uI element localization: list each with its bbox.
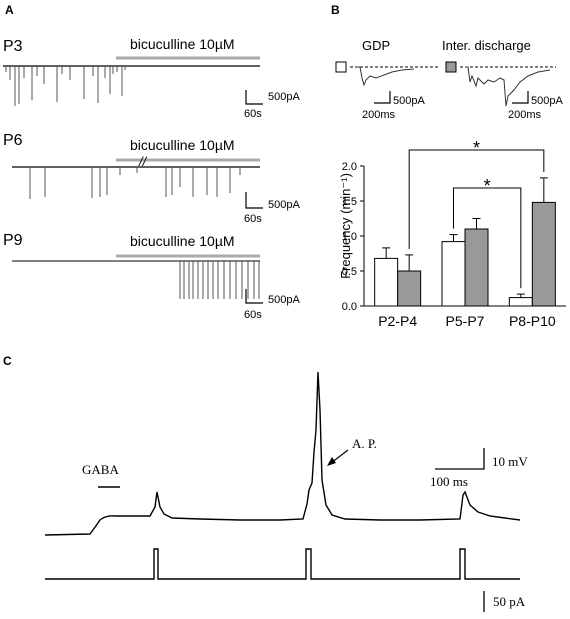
panel-c-letter: C (3, 354, 12, 368)
trace-p9-label: P9 (3, 232, 23, 249)
action-potential-arrow-head (327, 457, 336, 466)
inset-gdp-scale-y: 500pA (393, 95, 425, 107)
trace-p9: P9 bicuculline 10µM 500pA 60s (3, 232, 300, 321)
inset-inter-trace (465, 66, 551, 107)
inset-gdp-trace (356, 66, 415, 87)
legend-swatch-inter (445, 61, 457, 73)
trace-p3-drug: bicuculline 10µM (130, 36, 235, 52)
spikes-p3 (5, 66, 126, 106)
significance-bracket (453, 187, 522, 289)
bar-gdp-2 (508, 297, 533, 307)
scale-mv-label: 10 mV (492, 454, 528, 469)
trace-p6: P6 bicuculline 10µM // 500pA 60s (3, 132, 300, 225)
inset-gdp: GDP 500pA 200ms (335, 38, 440, 121)
spikes-p6 (29, 167, 241, 199)
membrane-voltage-trace (44, 371, 521, 536)
trace-p6-scale-y: 500pA (268, 199, 300, 211)
trace-p6-label: P6 (3, 132, 23, 149)
scale-pa-label: 50 pA (493, 594, 526, 609)
scalebar-p3 (245, 90, 263, 105)
trace-p3-label: P3 (3, 38, 23, 55)
inset-gdp-scale-x: 200ms (362, 109, 396, 121)
trace-p6-scale-x: 60s (244, 213, 262, 225)
scalebar-p9 (245, 289, 263, 304)
trace-p3: P3 bicuculline 10µM 500pA 60s (3, 36, 300, 120)
scale-ms-label: 100 ms (430, 474, 468, 489)
y-tick-label: 1.5 (342, 196, 357, 208)
panel-b-letter: B (331, 3, 340, 17)
frequency-bar-chart: Frequency (min⁻¹) 0.0 0.5 1.0 1.5 2.0 P2-P4 P… (338, 138, 566, 329)
trace-p6-drug: bicuculline 10µM (130, 137, 235, 153)
scalebar-p6 (245, 192, 263, 209)
significance-star: * (484, 176, 491, 196)
category-label: P8-P10 (509, 313, 556, 329)
chart-y-axis-label: Frequency (min⁻¹) (338, 173, 353, 279)
inset-inter: Inter. discharge 500pA 200ms (442, 38, 563, 121)
y-tick-label: 2.0 (342, 161, 357, 173)
inset-inter-label: Inter. discharge (442, 38, 531, 53)
inset-gdp-label: GDP (362, 38, 390, 53)
bar-gdp-0 (374, 257, 399, 307)
spikes-p9 (179, 261, 260, 299)
bar-inter-2 (531, 201, 556, 307)
inset-gdp-scalebar (374, 91, 391, 104)
trace-p3-scale-y: 500pA (268, 91, 300, 103)
y-tick-label: 1.0 (342, 231, 357, 243)
current-trace-group: 50 pA (45, 548, 526, 612)
inset-inter-scalebar (512, 91, 529, 104)
category-label: P2-P4 (378, 313, 417, 329)
y-tick-label: 0.5 (342, 266, 357, 278)
gaba-label: GABA (82, 462, 119, 477)
voltage-trace-group: GABA A. P. 10 mV 100 ms (44, 371, 528, 536)
bar-inter-1 (464, 228, 489, 307)
injected-current-trace (45, 548, 520, 580)
bar-inter-0 (397, 270, 422, 307)
inset-inter-scale-y: 500pA (531, 95, 563, 107)
trace-p9-scale-y: 500pA (268, 294, 300, 306)
trace-p9-scale-x: 60s (244, 309, 262, 321)
category-label: P5-P7 (446, 313, 485, 329)
panel-a-letter: A (5, 3, 14, 17)
voltage-time-scalebar (435, 448, 485, 470)
trace-p9-drug: bicuculline 10µM (130, 233, 235, 249)
trace-p3-scale-x: 60s (244, 108, 262, 120)
significance-star: * (473, 138, 480, 158)
significance-bracket (408, 149, 545, 249)
inset-inter-scale-x: 200ms (508, 109, 542, 121)
y-tick-label: 0.0 (342, 301, 357, 313)
break-mark-p6: // (138, 154, 148, 169)
action-potential-label: A. P. (352, 436, 377, 451)
bar-gdp-1 (441, 241, 466, 307)
legend-swatch-gdp (335, 61, 347, 73)
